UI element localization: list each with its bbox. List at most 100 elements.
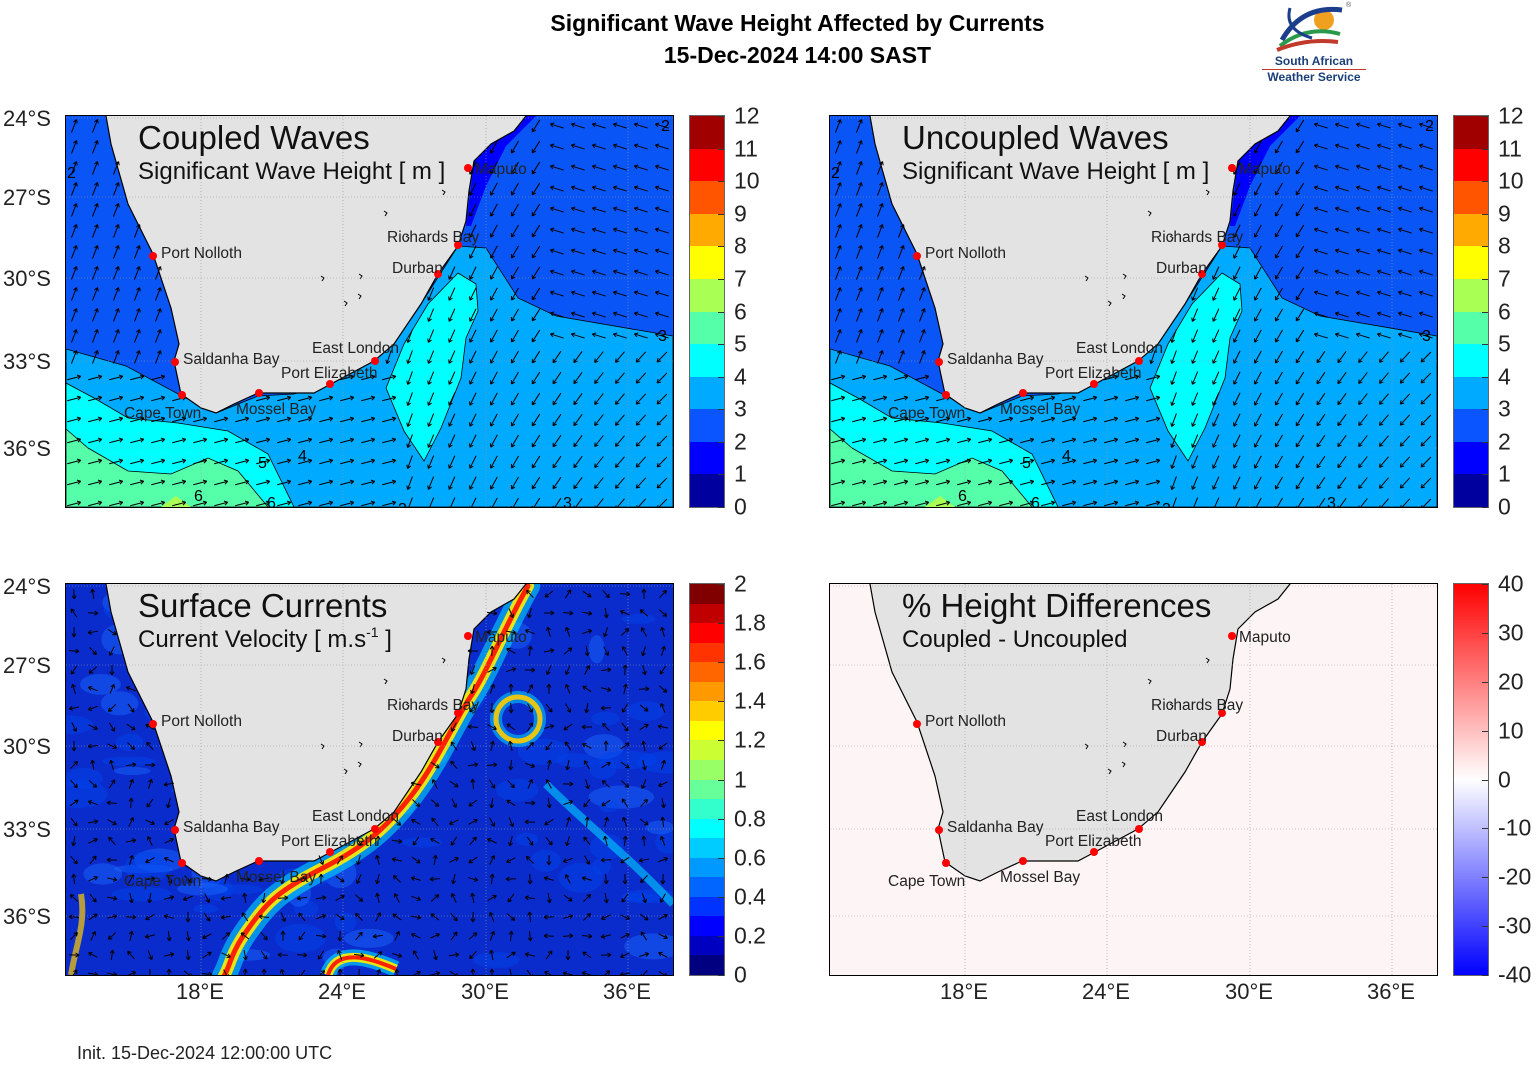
city-marker (149, 720, 157, 728)
wave-direction-arrow (894, 395, 909, 402)
wave-direction-arrow (489, 413, 498, 427)
wave-direction-arrow (531, 182, 541, 196)
colorbar-segment (690, 877, 724, 898)
inland-water-body (383, 678, 388, 685)
colorbar-segment (690, 148, 724, 182)
wave-direction-arrow (1418, 206, 1433, 213)
inland-water-body (1147, 678, 1152, 685)
wave-direction-arrow (1233, 371, 1241, 385)
wave-direction-arrow (897, 350, 905, 364)
current-direction-arrow (660, 626, 665, 637)
current-direction-arrow (658, 971, 668, 975)
current-eddy (515, 832, 539, 846)
city-label: East London (1076, 340, 1163, 357)
colorbar-tick-label: 6 (1498, 298, 1511, 324)
current-direction-arrow (90, 931, 97, 941)
current-direction-arrow (584, 645, 590, 657)
city-marker (371, 825, 379, 833)
current-direction-arrow (508, 683, 514, 695)
current-direction-arrow (280, 912, 287, 923)
wave-direction-arrow (67, 479, 82, 486)
wave-direction-arrow (1212, 329, 1220, 343)
wave-direction-arrow (172, 479, 187, 486)
current-direction-arrow (145, 819, 155, 826)
current-direction-arrow (582, 951, 592, 959)
current-eddy (124, 851, 171, 883)
wave-direction-arrow (531, 119, 541, 133)
current-direction-arrow (507, 893, 515, 903)
wave-direction-arrow (1316, 413, 1326, 427)
wave-direction-arrow (1191, 371, 1199, 385)
wave-direction-arrow (382, 395, 397, 402)
wave-direction-arrow (361, 500, 376, 507)
wave-direction-arrow (510, 329, 519, 343)
wave-direction-arrow (256, 437, 271, 444)
wave-direction-arrow (936, 437, 951, 444)
current-direction-arrow (90, 588, 96, 600)
wave-direction-arrow (1253, 308, 1262, 322)
longitude-tick-label: 18°E (176, 979, 224, 1004)
wave-direction-arrow (1295, 371, 1305, 385)
wave-direction-arrow (1274, 245, 1283, 259)
init-time: Init. 15-Dec-2024 12:00:00 UTC (77, 1043, 333, 1063)
current-direction-arrow (128, 874, 135, 884)
longitude-tick-label: 24°E (318, 979, 366, 1004)
wave-direction-arrow (193, 416, 208, 423)
wave-direction-arrow (510, 287, 519, 301)
wave-direction-arrow (1274, 434, 1283, 448)
current-direction-arrow (70, 665, 78, 675)
wave-direction-arrow (654, 290, 669, 297)
current-direction-arrow (298, 931, 306, 941)
wave-direction-arrow (894, 437, 909, 444)
current-direction-arrow (620, 914, 630, 921)
current-direction-arrow (470, 778, 476, 790)
wave-direction-arrow (834, 329, 842, 343)
current-direction-arrow (87, 743, 99, 749)
wave-direction-arrow (876, 245, 884, 259)
wave-direction-arrow (112, 245, 120, 259)
current-direction-arrow (524, 628, 535, 635)
current-direction-arrow (71, 626, 77, 638)
city-marker (326, 848, 334, 856)
wave-direction-arrow (151, 458, 166, 465)
current-direction-arrow (202, 951, 212, 959)
wave-direction-arrow (1170, 497, 1177, 507)
colorbar-segment (1454, 344, 1488, 378)
wave-direction-arrow (427, 434, 435, 448)
wave-direction-arrow (1399, 351, 1411, 363)
wave-direction-arrow (1104, 416, 1119, 423)
colorbar-tick-mark (1482, 926, 1488, 928)
current-direction-arrow (601, 687, 612, 692)
city-label: Cape Town (124, 873, 201, 890)
current-direction-arrow (128, 930, 134, 941)
wave-direction-arrow (936, 458, 951, 465)
wave-direction-arrow (1358, 372, 1368, 384)
wave-direction-arrow (277, 458, 292, 465)
wave-direction-arrow (151, 416, 166, 423)
city-label: Durban (1156, 728, 1207, 745)
wave-direction-arrow (1253, 350, 1262, 364)
latitude-tick-label: 33°S (3, 817, 51, 842)
wave-direction-arrow (852, 374, 867, 381)
wave-direction-arrow (112, 203, 120, 217)
current-direction-arrow (316, 914, 327, 920)
current-direction-arrow (545, 703, 553, 713)
panel-title: % Height Differences (902, 587, 1211, 624)
current-direction-arrow (601, 914, 611, 921)
colorbar-segment (690, 857, 724, 878)
wave-direction-arrow (570, 332, 585, 339)
current-direction-arrow (546, 759, 552, 770)
wave-direction-arrow (635, 393, 647, 405)
colorbar-segment (1454, 213, 1488, 247)
wave-direction-arrow (298, 395, 313, 402)
wave-direction-arrow (1212, 371, 1220, 385)
wave-direction-arrow (1274, 329, 1283, 343)
current-direction-arrow (543, 914, 555, 920)
inland-water-body (1169, 703, 1174, 710)
wave-direction-arrow (1355, 206, 1370, 213)
wave-direction-arrow (591, 164, 606, 171)
wave-direction-arrow (1355, 248, 1370, 255)
current-direction-arrow (562, 857, 573, 863)
current-direction-arrow (600, 857, 612, 863)
retroflection-jet (326, 955, 397, 975)
